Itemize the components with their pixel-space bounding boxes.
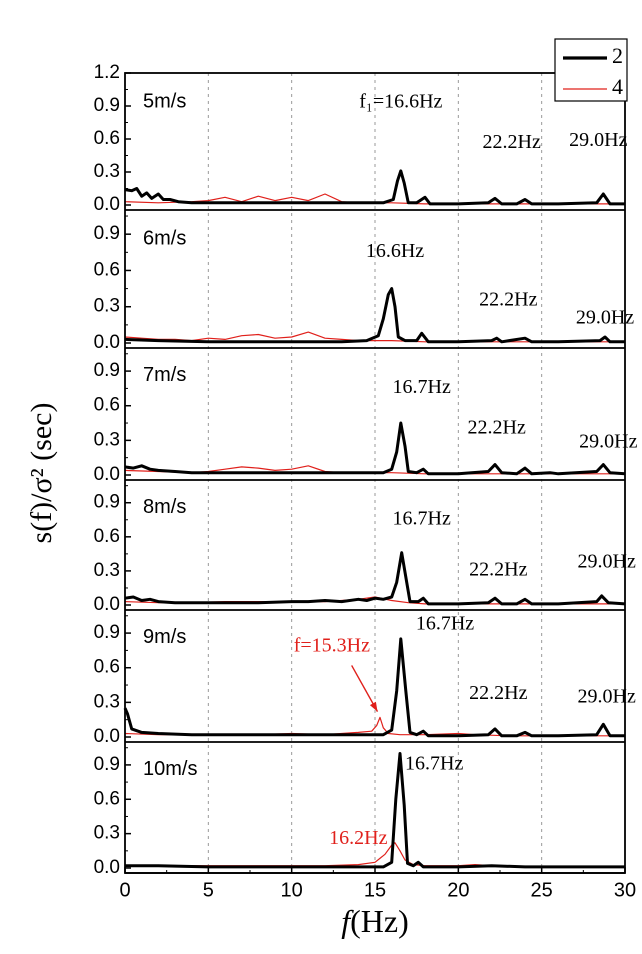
y-tick-label: 0.3 — [94, 691, 120, 712]
peak-annotation: f₁=16.6Hz — [359, 90, 442, 112]
y-tick-label: 0.6 — [94, 259, 120, 280]
y-tick-label: 0.9 — [94, 492, 120, 513]
speed-label: 5m/s — [143, 90, 186, 112]
peak-annotation: 22.2Hz — [483, 131, 541, 153]
peak-annotation: 16.7Hz — [393, 507, 451, 529]
x-tick-label: 10 — [281, 879, 303, 901]
y-axis-label: s(f)/σ² (sec) — [25, 403, 58, 544]
y-tick-label: 0.0 — [94, 857, 120, 878]
speed-label: 9m/s — [143, 626, 186, 648]
speed-label: 8m/s — [143, 496, 186, 518]
x-tick-label: 0 — [119, 879, 130, 901]
x-axis-label-unit: (Hz) — [350, 903, 409, 939]
y-tick-label: 0.3 — [94, 161, 120, 182]
y-tick-label: 0.6 — [94, 788, 120, 809]
x-tick-label: 15 — [364, 879, 386, 901]
peak-annotation: 16.2Hz — [329, 827, 387, 849]
y-tick-label: 0.0 — [94, 726, 120, 747]
annotation-arrowhead — [369, 701, 378, 712]
series-line-2 — [124, 421, 626, 476]
speed-label: 10m/s — [143, 758, 197, 780]
y-tick-label: 0.6 — [94, 526, 120, 547]
y-tick-label: 0.9 — [94, 622, 120, 643]
peak-annotation: 22.2Hz — [468, 416, 526, 438]
x-axis-label: f(Hz) — [341, 903, 409, 939]
y-tick-label: 0.3 — [94, 296, 120, 317]
y-tick-label: 0.0 — [94, 464, 120, 485]
panel-5m-per-s: 1.2 0.9 0.6 0.3 0.0 5m/s f₁=16.6Hz 22.2Hz 29.0Hz — [94, 62, 628, 215]
x-tick-label: 30 — [614, 879, 636, 901]
series-line-2 — [124, 169, 625, 206]
peak-annotation: 22.2Hz — [469, 559, 527, 581]
y-tick-label: 0.0 — [94, 194, 120, 215]
x-tick-label: 5 — [203, 879, 214, 901]
series-line-2 — [125, 752, 625, 869]
series-line-4 — [124, 193, 625, 205]
peak-annotation: 22.2Hz — [479, 288, 537, 310]
y-tick-label: 0.9 — [94, 95, 120, 116]
y-tick-label: 0.3 — [94, 429, 120, 450]
peak-annotation: 29.0Hz — [578, 685, 636, 707]
y-tick-label: 0.9 — [94, 360, 120, 381]
y-tick-label: 0.9 — [94, 754, 120, 775]
peak-annotation: 16.7Hz — [416, 613, 474, 635]
y-tick-label: 0.3 — [94, 560, 120, 581]
y-tick-label: 0.9 — [94, 223, 120, 244]
y-tick-label: 0.0 — [94, 332, 120, 353]
peak-annotation: 29.0Hz — [578, 551, 636, 573]
speed-label: 6m/s — [143, 228, 186, 250]
peak-annotation: 29.0Hz — [569, 129, 627, 151]
y-tick-label: 0.3 — [94, 823, 120, 844]
peak-annotation: 29.0Hz — [579, 430, 637, 452]
panel-7m-per-s: 0.9 0.6 0.3 0.0 7m/s 16.7Hz 22.2Hz 29.0Hz — [94, 353, 638, 485]
legend-label: 2 — [612, 43, 623, 68]
peak-annotation: 29.0Hz — [576, 306, 634, 328]
panel-8m-per-s: 0.9 0.6 0.3 0.0 8m/s 16.7Hz 22.2Hz 29.0Hz — [94, 485, 636, 615]
panel-6m-per-s: 0.9 0.6 0.3 0.0 6m/s 16.6Hz 22.2Hz 29.0Hz — [94, 215, 634, 353]
y-tick-label: 1.2 — [94, 62, 120, 83]
series-line-2 — [123, 637, 625, 738]
peak-annotation: 16.7Hz — [405, 753, 463, 775]
y-tick-label: 0.6 — [94, 395, 120, 416]
speed-label: 7m/s — [143, 364, 186, 386]
panel-10m-per-s: 0.9 0.6 0.3 0.0 10m/s 16.7Hz 16.2Hz — [94, 747, 625, 878]
legend-label: 4 — [612, 74, 623, 99]
legend: 24 — [554, 38, 628, 102]
y-tick-label: 0.0 — [94, 594, 120, 615]
x-tick-label: 25 — [531, 879, 553, 901]
legend-box — [554, 38, 628, 102]
x-tick-label: 20 — [447, 879, 469, 901]
series-line-2 — [124, 551, 626, 606]
y-tick-label: 0.6 — [94, 657, 120, 678]
peak-annotation: f=15.3Hz — [294, 635, 370, 657]
peak-annotation: 16.7Hz — [393, 376, 451, 398]
y-tick-label: 0.6 — [94, 128, 120, 149]
peak-annotation: 22.2Hz — [469, 682, 527, 704]
peak-annotation: 16.6Hz — [366, 240, 424, 262]
series-line-2 — [124, 287, 625, 344]
panel-9m-per-s: 0.9 0.6 0.3 0.0 9m/s 16.7Hz 22.2Hz 29.0Hz f=15.3… — [94, 613, 636, 747]
